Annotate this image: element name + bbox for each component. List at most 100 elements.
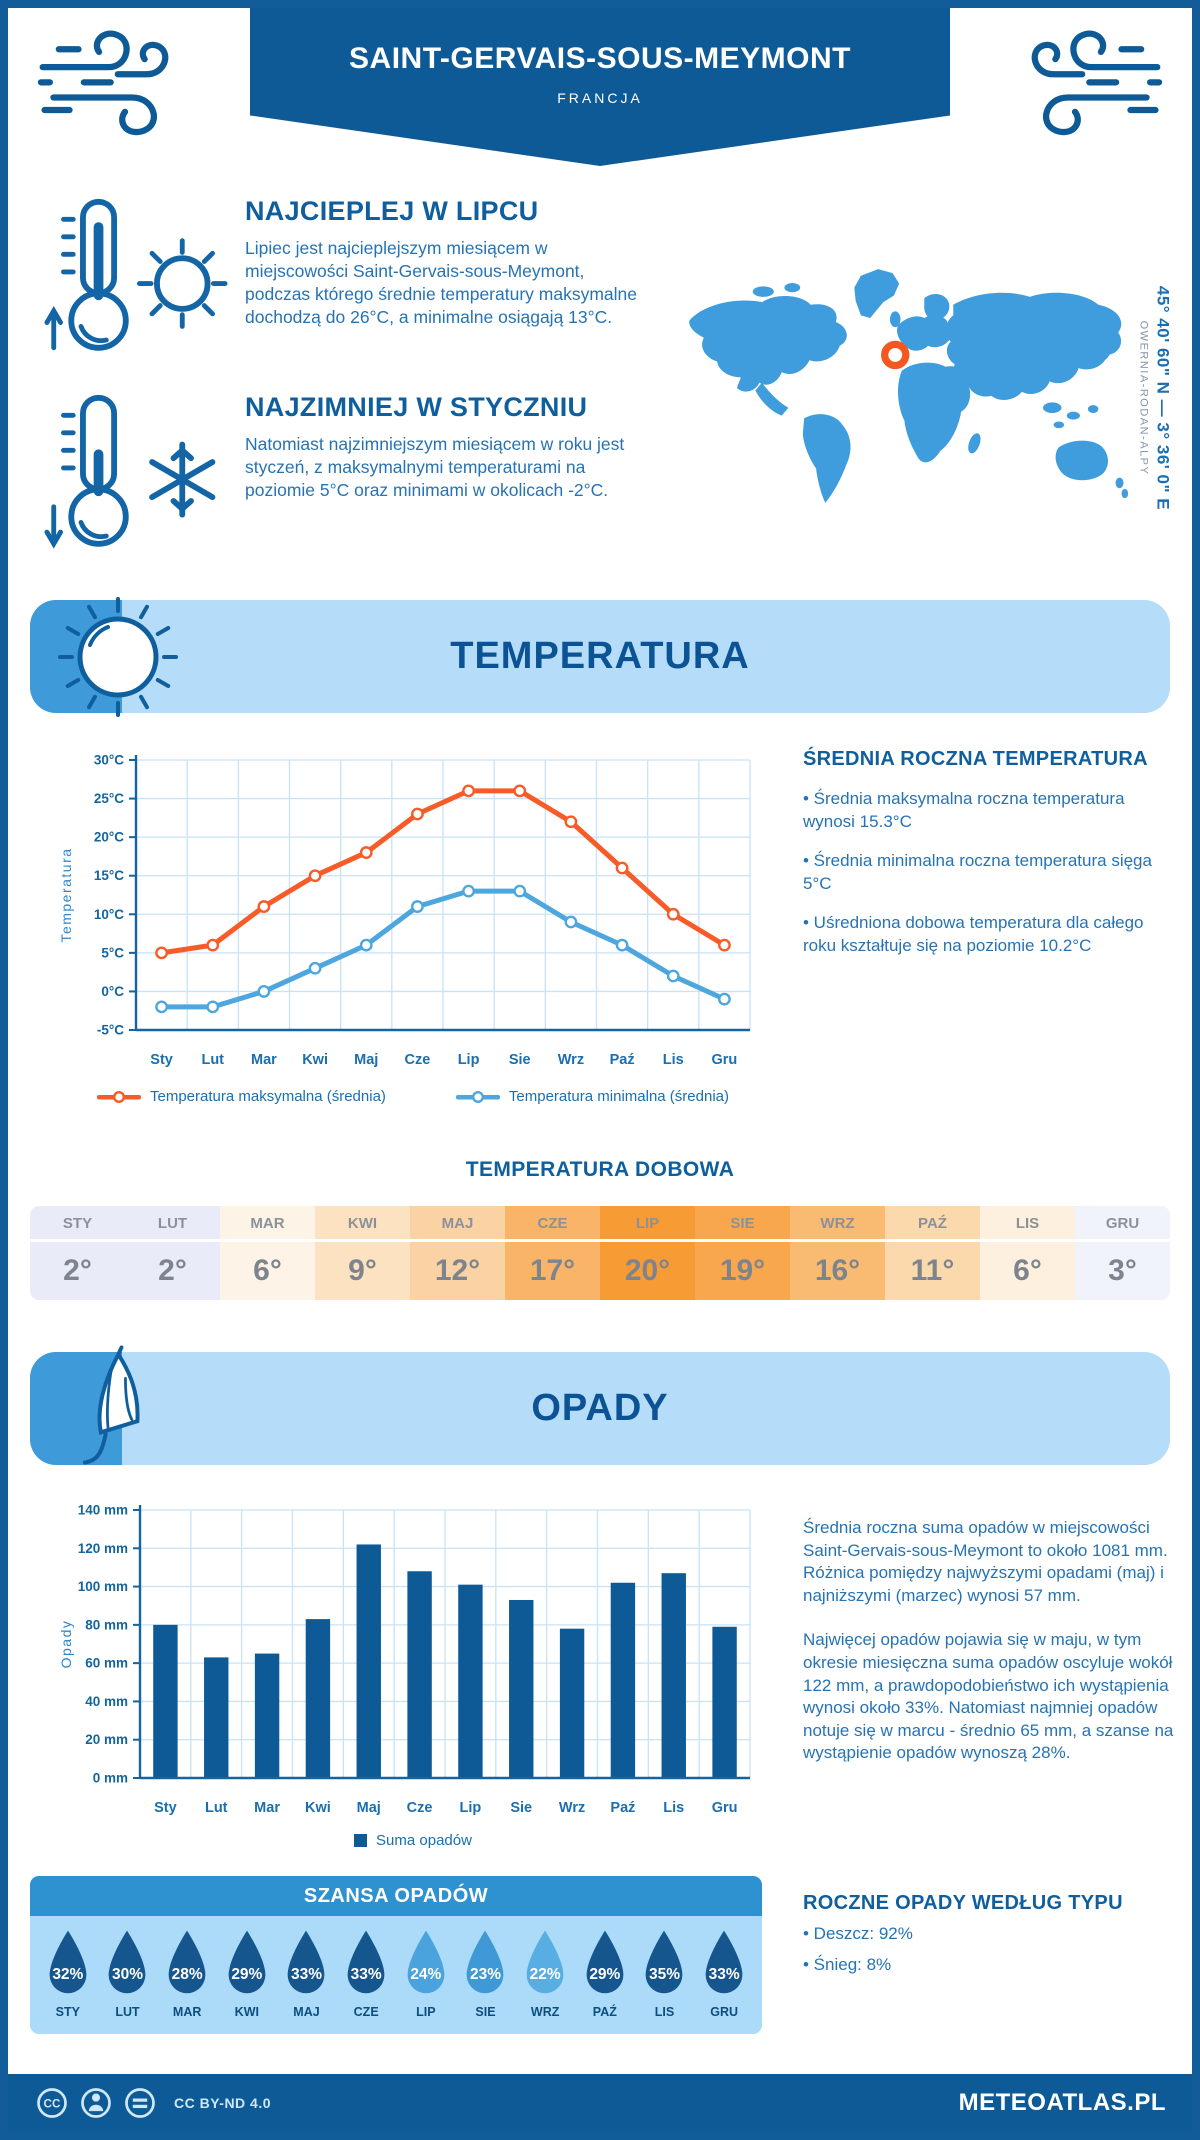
svg-text:Maj: Maj: [354, 1052, 378, 1068]
daily-temp-cell: GRU 3°: [1075, 1206, 1170, 1300]
attribution-icon: [81, 2088, 111, 2118]
chance-month-label: LIP: [416, 2005, 436, 2019]
annual-temperature-heading: ŚREDNIA ROCZNA TEMPERATURA: [803, 748, 1148, 770]
wind-icon: [1031, 30, 1163, 136]
chance-percent: 30%: [111, 1966, 143, 1983]
chance-drop: 24% LIP: [396, 1924, 456, 2019]
legend-label: Suma opadów: [376, 1832, 472, 1849]
svg-text:80 mm: 80 mm: [85, 1617, 128, 1632]
chance-month-label: LUT: [115, 2005, 140, 2019]
coldest-month-text-block: NAJZIMNIEJ W STYCZNIU Natomiast najzimni…: [245, 390, 653, 556]
warmest-month-fact: NAJCIEPLEJ W LIPCU Lipiec jest najcieple…: [44, 194, 656, 360]
daily-temp-value: 2°: [158, 1254, 187, 1287]
daily-temp-month-label: MAR: [220, 1206, 315, 1242]
raindrop-icon: [407, 1930, 445, 1994]
chance-month-label: KWI: [234, 2005, 259, 2019]
svg-text:120 mm: 120 mm: [78, 1541, 128, 1556]
daily-temperature-heading: TEMPERATURA DOBOWA: [465, 1158, 735, 1181]
svg-text:140 mm: 140 mm: [78, 1503, 128, 1518]
daily-temp-value: 17°: [529, 1254, 576, 1287]
svg-text:-5°C: -5°C: [97, 1023, 124, 1038]
country-subtitle: FRANCJA: [557, 90, 643, 106]
raindrop-icon: [109, 1930, 146, 1994]
temperature-section-title: TEMPERATURA: [450, 635, 750, 677]
daily-temp-month-label: STY: [30, 1206, 125, 1242]
svg-text:Lut: Lut: [205, 1800, 228, 1816]
precipitation-section-title: OPADY: [531, 1387, 669, 1429]
chance-month-label: WRZ: [530, 2005, 560, 2019]
svg-text:100 mm: 100 mm: [78, 1579, 128, 1594]
legend-swatch: [354, 1834, 368, 1847]
daily-temp-value: 6°: [1013, 1254, 1042, 1287]
chance-percent: 33%: [350, 1966, 382, 1983]
location-marker: [881, 340, 910, 370]
thermometer-down-snowflake-icon: [44, 394, 216, 549]
svg-text:Opady: Opady: [58, 1620, 74, 1669]
daily-temp-month-label: LIS: [980, 1206, 1075, 1242]
svg-text:Cze: Cze: [407, 1800, 433, 1816]
svg-text:Kwi: Kwi: [302, 1052, 328, 1068]
coldest-month-fact: NAJZIMNIEJ W STYCZNIU Natomiast najzimni…: [44, 390, 656, 556]
daily-temp-cell: LIS 6°: [980, 1206, 1075, 1300]
daily-temp-cell: STY 2°: [30, 1206, 125, 1300]
coldest-month-description: Natomiast najzimniejszym miesiącem w rok…: [245, 433, 625, 500]
raindrop-icon: [646, 1930, 683, 1994]
daily-temp-value: 19°: [719, 1254, 766, 1287]
svg-text:15°C: 15°C: [94, 868, 124, 883]
temperature-chart-legend: Temperatura maksymalna (średnia) Temperat…: [68, 1088, 758, 1105]
precipitation-paragraph: Najwięcej opadów pojawia się w maju, w t…: [803, 1630, 1174, 1763]
daily-temp-cell: WRZ 16°: [790, 1206, 885, 1300]
cc-license[interactable]: CC CC BY-ND 4.0: [34, 2085, 271, 2121]
chance-panel-title: SZANSA OPADÓW: [30, 1876, 762, 1916]
daily-temp-value: 2°: [63, 1254, 92, 1287]
daily-temp-cell: KWI 9°: [315, 1206, 410, 1300]
chance-percent: 28%: [171, 1966, 203, 1983]
svg-text:Lis: Lis: [663, 1052, 684, 1068]
precipitation-paragraph: Średnia roczna suma opadów w miejscowośc…: [803, 1518, 1168, 1605]
raindrop-icon: [288, 1930, 325, 1994]
legend-item: Temperatura maksymalna (średnia): [96, 1088, 386, 1105]
daily-temp-value: 16°: [814, 1254, 861, 1287]
region-label: OWERNIA-RODAN-ALPY: [1137, 320, 1150, 476]
svg-text:10°C: 10°C: [94, 907, 124, 922]
svg-text:Wrz: Wrz: [558, 1052, 584, 1068]
svg-text:Kwi: Kwi: [305, 1800, 331, 1816]
cc-icon: CC: [37, 2088, 67, 2118]
chance-drop: 33% CZE: [336, 1924, 396, 2019]
precipitation-chart-mount: 0 mm 20 mm 40 mm 60 mm 80 mm 100 mm 120 mm 140 …: [56, 1496, 762, 1826]
daily-temperature-table: STY 2° LUT 2° MAR 6° KWI 9° MAJ 12° CZE 17° LIP 20° SI…: [30, 1206, 1170, 1300]
intro-section: NAJCIEPLEJ W LIPCU Lipiec jest najcieple…: [44, 194, 656, 555]
chance-drop: 35% LIS: [635, 1924, 695, 2019]
raindrop-icon: [347, 1930, 385, 1994]
chance-percent: 35%: [648, 1966, 680, 1983]
chance-month-label: LIS: [654, 2005, 675, 2019]
brand-link[interactable]: METEOATLAS.PL: [958, 2089, 1166, 2116]
chance-drop: 29% KWI: [217, 1924, 277, 2019]
svg-text:Mar: Mar: [251, 1052, 277, 1068]
svg-text:Mar: Mar: [254, 1800, 280, 1816]
svg-text:Sty: Sty: [150, 1052, 173, 1068]
svg-text:Gru: Gru: [712, 1800, 738, 1816]
footer: CC CC BY-ND 4.0 METEOATLAS.PL: [8, 2074, 1192, 2132]
svg-text:CC: CC: [44, 2098, 61, 2111]
chance-drop: 23% SIE: [456, 1924, 516, 2019]
precipitation-type-bullet: • Śnieg: 8%: [803, 1954, 892, 1974]
chance-percent: 32%: [52, 1966, 84, 1983]
thermometer-up-sun-icon: [44, 198, 228, 351]
svg-text:Maj: Maj: [357, 1800, 381, 1816]
precipitation-summary-panel: Średnia roczna suma opadów w miejscowośc…: [803, 1500, 1181, 1765]
no-derivatives-icon: [125, 2088, 155, 2118]
annual-temperature-bullet: • Średnia maksymalna roczna temperatura …: [803, 789, 1125, 831]
precipitation-type-panel: ROCZNE OPADY WEDŁUG TYPU • Deszcz: 92% •…: [803, 1892, 1181, 1976]
annual-temperature-panel: ŚREDNIA ROCZNA TEMPERATURA • Średnia mak…: [803, 748, 1181, 958]
chance-percent: 33%: [708, 1966, 740, 1983]
daily-temp-value: 11°: [910, 1254, 955, 1287]
daily-temp-month-label: LUT: [125, 1206, 220, 1242]
raindrop-icon: [705, 1930, 743, 1994]
world-map: [663, 194, 1138, 566]
legend-item-precipitation: Suma opadów: [354, 1832, 472, 1849]
header-banner: SAINT-GERVAIS-SOUS-MEYMONT FRANCJA: [250, 8, 950, 166]
svg-text:Temperatura: Temperatura: [58, 847, 74, 942]
chance-month-label: SIE: [475, 2005, 496, 2019]
